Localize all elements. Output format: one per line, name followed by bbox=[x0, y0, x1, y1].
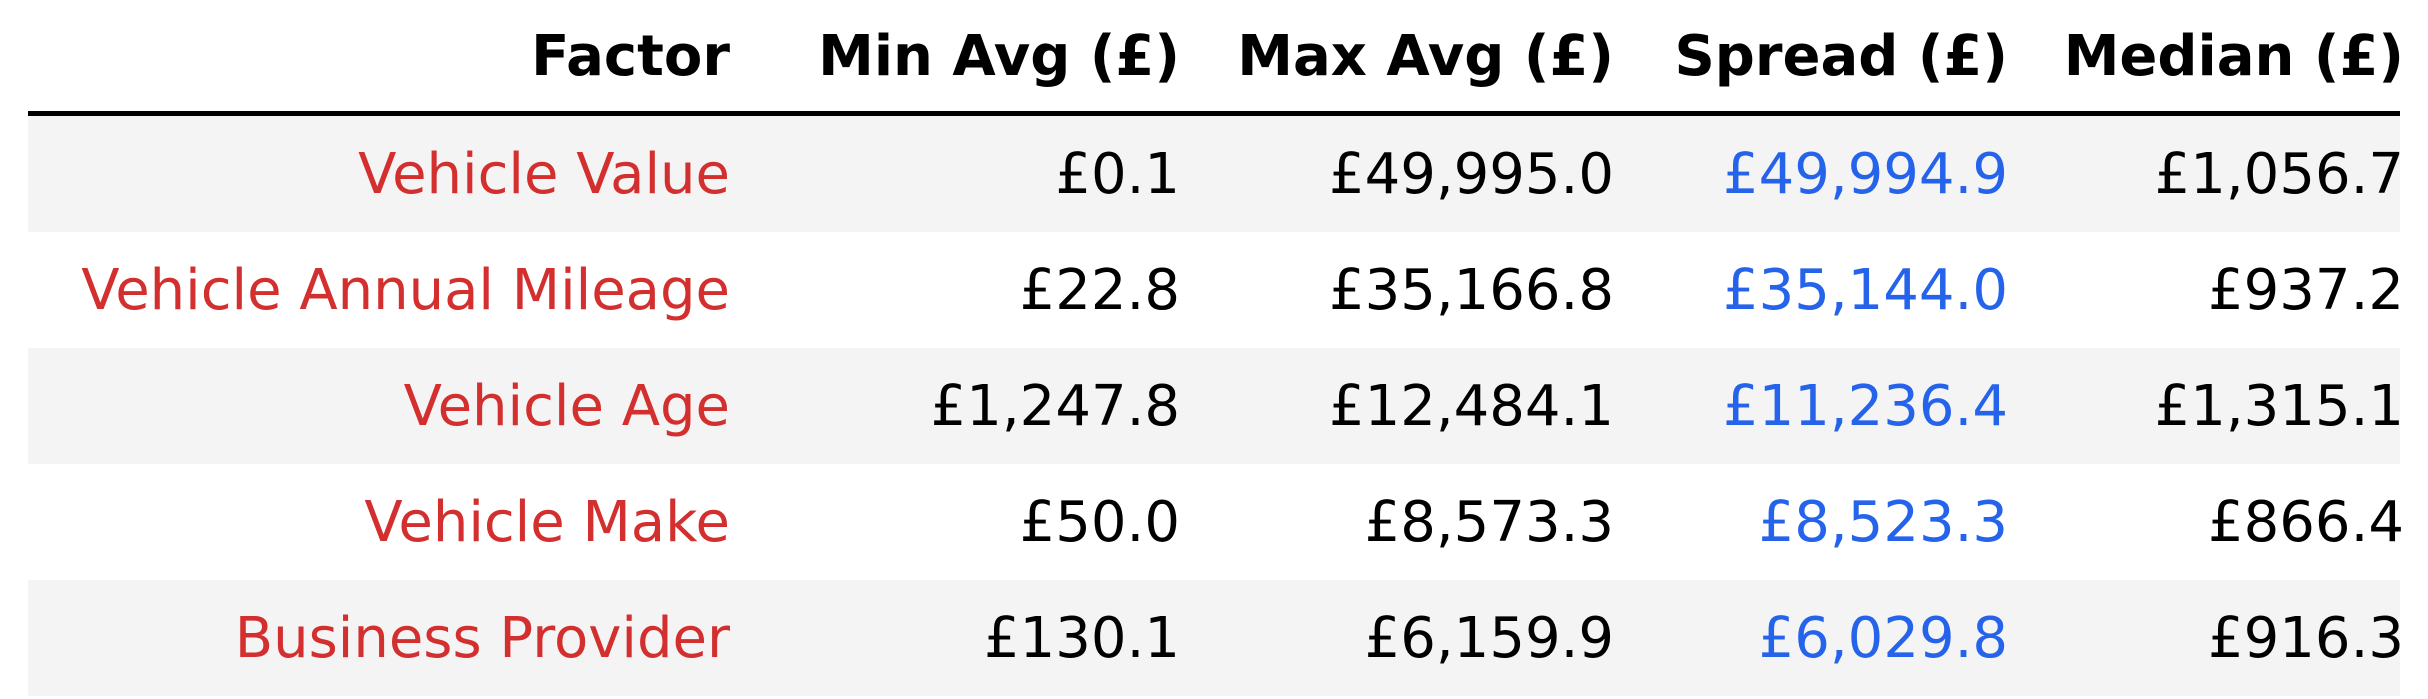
table-row: Vehicle Annual Mileage £22.8 £35,166.8 £35,… bbox=[28, 232, 2404, 348]
cell-min-avg: £50.0 bbox=[1019, 489, 1180, 555]
cell-max-avg: £6,159.9 bbox=[1364, 605, 1614, 671]
cell-max-avg: £35,166.8 bbox=[1328, 257, 1614, 323]
table-header-row: Factor Min Avg (£) Max Avg (£) Spread (£… bbox=[28, 0, 2404, 112]
column-header-spread: Spread (£) bbox=[1674, 23, 2008, 89]
cell-median: £866.4 bbox=[2208, 489, 2404, 555]
table-row: Vehicle Make £50.0 £8,573.3 £8,523.3 £866.4 bbox=[28, 464, 2404, 580]
column-header-factor: Factor bbox=[531, 23, 730, 89]
cell-min-avg: £22.8 bbox=[1019, 257, 1180, 323]
cell-max-avg: £8,573.3 bbox=[1364, 489, 1614, 555]
cell-max-avg: £49,995.0 bbox=[1328, 141, 1614, 207]
cell-factor: Business Provider bbox=[234, 605, 730, 671]
cell-median: £1,315.1 bbox=[2154, 373, 2404, 439]
table-row: Vehicle Value £0.1 £49,995.0 £49,994.9 £1,05… bbox=[28, 116, 2404, 232]
column-header-max-avg: Max Avg (£) bbox=[1237, 23, 1614, 89]
cell-max-avg: £12,484.1 bbox=[1328, 373, 1614, 439]
cell-factor: Vehicle Make bbox=[364, 489, 730, 555]
cell-factor: Vehicle Value bbox=[358, 141, 730, 207]
cell-min-avg: £130.1 bbox=[984, 605, 1180, 671]
table-row: Vehicle Age £1,247.8 £12,484.1 £11,236.4 £1,… bbox=[28, 348, 2404, 464]
cell-spread: £49,994.9 bbox=[1722, 141, 2008, 207]
header-rule bbox=[28, 111, 2400, 116]
cell-spread: £6,029.8 bbox=[1758, 605, 2008, 671]
table-row: Business Provider £130.1 £6,159.9 £6,029.8 £… bbox=[28, 580, 2404, 696]
cell-median: £1,056.7 bbox=[2154, 141, 2404, 207]
cell-factor: Vehicle Age bbox=[403, 373, 730, 439]
cell-min-avg: £1,247.8 bbox=[930, 373, 1180, 439]
cell-min-avg: £0.1 bbox=[1055, 141, 1180, 207]
column-header-min-avg: Min Avg (£) bbox=[818, 23, 1180, 89]
cell-spread: £11,236.4 bbox=[1722, 373, 2008, 439]
column-header-median: Median (£) bbox=[2063, 23, 2404, 89]
cell-spread: £8,523.3 bbox=[1758, 489, 2008, 555]
cell-median: £937.2 bbox=[2208, 257, 2404, 323]
cell-median: £916.3 bbox=[2208, 605, 2404, 671]
cell-spread: £35,144.0 bbox=[1722, 257, 2008, 323]
cell-factor: Vehicle Annual Mileage bbox=[81, 257, 730, 323]
